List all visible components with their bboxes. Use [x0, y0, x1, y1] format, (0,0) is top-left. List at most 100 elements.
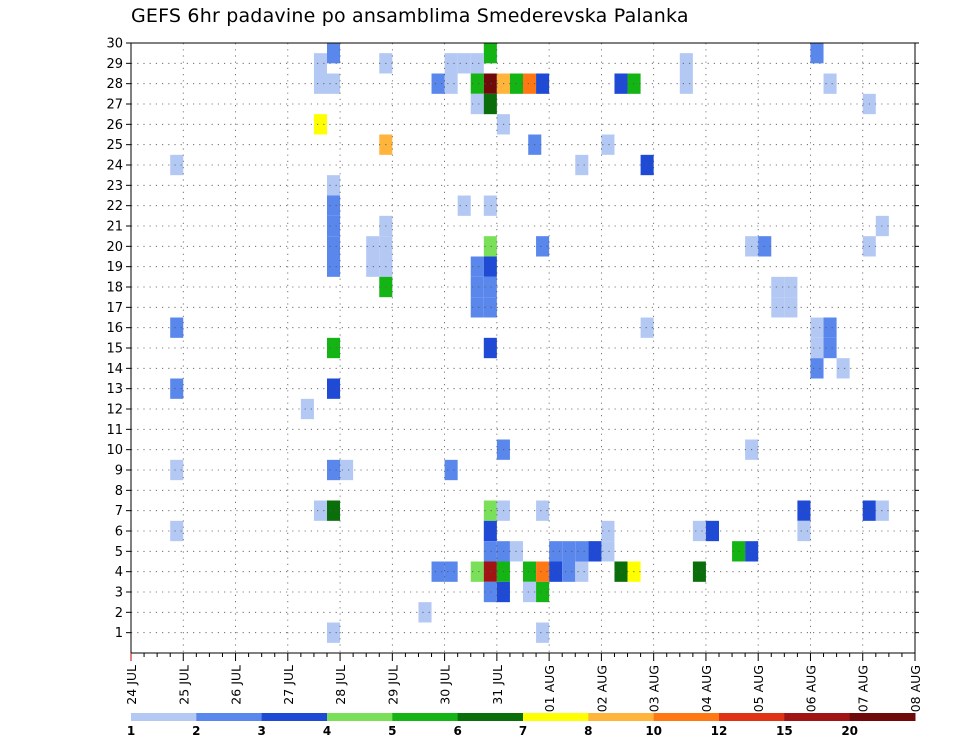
heatmap-cell	[810, 43, 824, 64]
y-tick-label: 22	[106, 199, 123, 214]
legend-swatch	[131, 713, 197, 721]
heatmap-cell	[470, 276, 484, 298]
heatmap-cell	[588, 541, 602, 562]
heatmap-cell	[483, 43, 497, 64]
y-tick-label: 15	[106, 342, 123, 357]
legend-level-label: 10	[645, 724, 662, 738]
heatmap-cells	[170, 43, 889, 643]
heatmap-cell	[444, 561, 458, 582]
y-tick-label: 3	[115, 586, 123, 601]
heatmap-cell	[771, 276, 785, 298]
legend-swatch	[392, 713, 459, 721]
y-axis: 1234567891011121314151617181920212223242…	[106, 37, 919, 641]
heatmap-cell	[340, 459, 354, 481]
heatmap-cell	[470, 73, 484, 94]
heatmap-cell	[536, 236, 550, 257]
y-tick-label: 19	[106, 260, 123, 275]
y-tick-label: 13	[106, 382, 123, 397]
heatmap-cell	[170, 520, 184, 542]
heatmap-cell	[823, 337, 837, 359]
heatmap-cell	[170, 459, 184, 481]
heatmap-cell	[327, 256, 341, 277]
heatmap-cell	[327, 73, 341, 94]
y-tick-label: 11	[106, 423, 123, 438]
y-tick-label: 27	[106, 98, 123, 113]
heatmap-cell	[457, 53, 471, 74]
heatmap-cell	[483, 520, 497, 542]
heatmap-cell	[431, 73, 445, 94]
legend-level-label: 1	[127, 724, 135, 738]
legend-level-label: 3	[257, 724, 265, 738]
heatmap-cell	[523, 581, 537, 603]
legend-swatch	[523, 713, 589, 721]
heatmap-cell	[575, 541, 589, 562]
heatmap-cell	[679, 73, 693, 94]
heatmap-cell	[170, 317, 184, 338]
y-tick-label: 5	[115, 545, 123, 560]
heatmap-cell	[366, 236, 380, 257]
heatmap-cell	[366, 256, 380, 277]
heatmap-cell	[327, 500, 341, 521]
heatmap-cell	[692, 520, 706, 542]
x-tick-label: 07 AUG	[856, 665, 871, 712]
heatmap-cell	[444, 53, 458, 74]
heatmap-cell	[692, 561, 706, 582]
heatmap-cell	[431, 561, 445, 582]
heatmap-cell	[784, 297, 798, 318]
heatmap-cell	[327, 215, 341, 237]
heatmap-cell	[823, 73, 837, 94]
heatmap-cell	[562, 561, 576, 582]
heatmap-cell	[418, 602, 432, 623]
y-tick-label: 12	[106, 403, 123, 418]
heatmap-cell	[470, 93, 484, 115]
legend-level-label: 12	[711, 724, 728, 738]
legend-level-label: 7	[519, 724, 527, 738]
heatmap-cell	[758, 236, 772, 257]
y-tick-label: 2	[115, 606, 123, 621]
heatmap-cell	[771, 297, 785, 318]
x-tick-label: 26 JUL	[229, 665, 244, 705]
legend-level-label: 15	[776, 724, 793, 738]
x-tick-label: 31 JUL	[490, 665, 505, 705]
y-tick-label: 30	[106, 37, 123, 52]
heatmap-cell	[536, 73, 550, 94]
heatmap-cell	[444, 73, 458, 94]
heatmap-cell	[523, 561, 537, 582]
heatmap-cell	[313, 73, 327, 94]
x-axis: 24 JUL 25 JUL 26 JUL 27 JUL 28 JUL 29 JUL 30 J…	[124, 653, 923, 712]
heatmap-cell	[327, 236, 341, 257]
y-tick-label: 4	[115, 565, 123, 580]
legend-swatch	[588, 713, 655, 721]
x-tick-label: 04 AUG	[699, 665, 714, 712]
legend-level-label: 2	[192, 724, 200, 738]
heatmap-cell	[601, 134, 615, 155]
heatmap-cell	[170, 154, 184, 176]
heatmap-cell	[444, 459, 458, 481]
legend-level-label: 20	[841, 724, 858, 738]
heatmap-cell	[523, 73, 537, 94]
legend-swatch	[457, 713, 524, 721]
y-tick-label: 1	[115, 626, 123, 641]
heatmap-cell	[549, 561, 563, 582]
heatmap-cell	[483, 236, 497, 257]
y-tick-label: 6	[115, 525, 123, 540]
heatmap-cell	[313, 114, 327, 135]
heatmap-cell	[640, 317, 654, 338]
legend-level-label: 6	[453, 724, 461, 738]
legend-level-label: 8	[584, 724, 592, 738]
heatmap-cell	[601, 541, 615, 562]
legend-swatch	[196, 713, 263, 721]
heatmap-cell	[810, 317, 824, 338]
heatmap-cell	[784, 276, 798, 298]
y-tick-label: 23	[106, 179, 123, 194]
y-tick-label: 29	[106, 57, 123, 72]
y-tick-label: 17	[106, 301, 123, 316]
heatmap-cell	[327, 43, 341, 64]
heatmap-cell	[327, 378, 341, 399]
heatmap-cell	[640, 154, 654, 176]
heatmap-cell	[536, 622, 550, 643]
grid-lines	[131, 43, 915, 653]
heatmap-cell	[483, 561, 497, 582]
heatmap-cell	[327, 459, 341, 481]
